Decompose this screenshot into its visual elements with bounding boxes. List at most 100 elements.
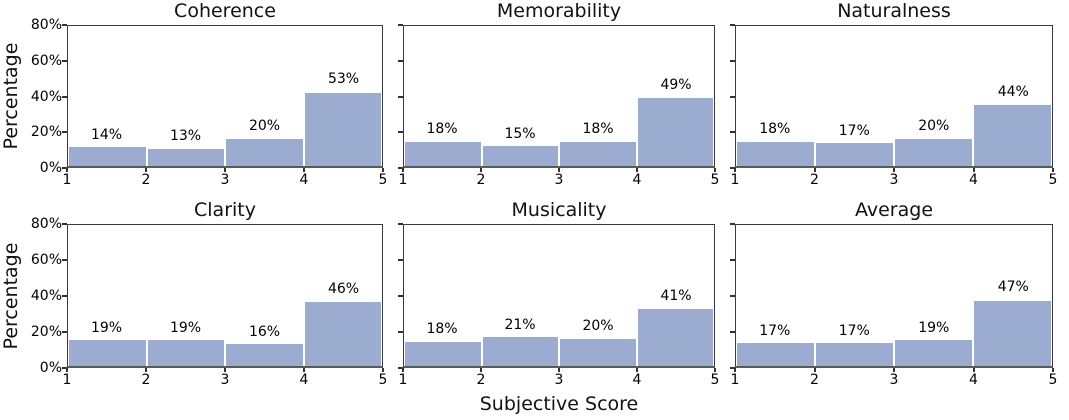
bar-clarity-bin2 [146,339,225,366]
bar-value-label: 20% [248,118,281,135]
x-tick-label: 5 [1048,172,1058,188]
bar-value-label: 19% [90,319,123,336]
bar-value-label: 20% [582,318,614,335]
y-tick-mark [730,331,735,333]
x-tick-mark [813,368,816,372]
y-tick-mark [62,131,67,134]
bar-memorability-bin1 [404,140,482,166]
plot-area-memorability [403,25,715,168]
x-tick-label: 2 [476,372,486,388]
bar-value-label: 20% [918,118,950,135]
x-axis-label: Subjective Score [479,393,639,415]
y-tick-mark [62,367,67,369]
x-tick-mark [893,168,895,172]
y-tick-mark [62,95,67,98]
bar-average-bin1 [736,342,815,366]
x-tick-mark [382,168,384,172]
y-tick-mark [62,259,67,261]
x-tick-mark [636,368,638,372]
y-tick-label: 40% [30,88,62,105]
subplot-title-coherence: Coherence [174,0,276,22]
bar-naturalness-bin4 [973,104,1052,166]
x-tick-label: 4 [969,372,978,388]
y-tick-mark [62,223,67,225]
plot-inner-memorability [404,26,714,166]
y-tick-mark [398,367,403,369]
y-tick-mark [730,59,735,62]
bar-naturalness-bin1 [736,140,815,166]
y-tick-mark [730,295,735,297]
x-tick-mark [558,168,560,172]
plot-area-average [735,224,1053,368]
bar-clarity-bin1 [68,339,147,366]
plot-area-musicality [403,224,715,368]
x-tick-label: 5 [1048,372,1058,388]
bar-value-label: 18% [426,121,458,138]
y-tick-mark [398,131,403,134]
x-tick-label: 2 [810,172,819,188]
plot-inner-clarity [68,225,382,366]
x-tick-label: 4 [632,172,642,188]
x-tick-mark [972,368,975,372]
bar-value-label: 18% [426,321,458,338]
y-tick-mark [730,95,735,98]
x-tick-label: 1 [730,372,740,388]
x-tick-label: 4 [632,372,642,388]
y-tick-mark [398,223,403,225]
y-tick-label: 60% [30,252,62,268]
y-tick-label: 0% [39,360,62,376]
bar-musicality-bin1 [404,340,482,366]
y-tick-label: 20% [30,124,62,141]
bar-value-label: 18% [759,121,791,138]
bar-value-label: 46% [327,280,360,297]
x-tick-mark [734,168,736,172]
y-tick-mark [730,223,735,225]
x-tick-label: 4 [299,172,309,188]
x-tick-mark [480,368,482,372]
plot-inner-naturalness [736,26,1052,166]
bar-clarity-bin3 [225,343,304,366]
bar-coherence-bin2 [146,147,225,166]
x-tick-mark [145,368,147,372]
bar-value-label: 15% [504,125,536,142]
y-tick-mark [398,331,403,333]
bar-value-label: 21% [504,316,536,333]
x-tick-mark [558,368,560,372]
y-tick-mark [398,24,403,26]
y-axis-label: Percentage [0,42,22,150]
x-tick-label: 5 [710,172,720,188]
bar-memorability-bin4 [636,97,714,166]
x-tick-mark [66,168,68,172]
x-tick-mark [303,368,305,372]
x-tick-label: 2 [810,372,819,388]
x-tick-mark [402,368,404,372]
x-tick-mark [813,168,816,172]
x-tick-label: 3 [220,172,230,188]
x-tick-label: 1 [730,172,740,188]
plot-area-coherence [67,25,383,168]
bar-naturalness-bin3 [894,138,973,166]
bar-coherence-bin1 [68,146,147,166]
bar-average-bin3 [894,339,973,366]
x-tick-label: 2 [141,172,151,188]
subplot-title-musicality: Musicality [511,199,607,221]
bar-value-label: 17% [838,122,870,139]
y-tick-label: 80% [30,17,62,33]
y-tick-label: 80% [30,216,62,232]
x-tick-label: 5 [710,372,720,388]
y-tick-mark [730,367,735,369]
y-tick-mark [62,331,67,333]
bar-value-label: 19% [918,319,950,336]
y-tick-mark [62,295,67,297]
x-tick-label: 2 [141,372,151,388]
bar-value-label: 14% [90,126,123,143]
x-tick-label: 1 [398,372,408,388]
bar-memorability-bin2 [481,145,559,166]
bar-value-label: 17% [759,322,791,339]
y-tick-mark [398,167,403,169]
bar-musicality-bin3 [559,337,637,366]
x-tick-mark [224,168,226,172]
x-tick-label: 3 [554,172,564,188]
y-tick-mark [62,24,67,26]
